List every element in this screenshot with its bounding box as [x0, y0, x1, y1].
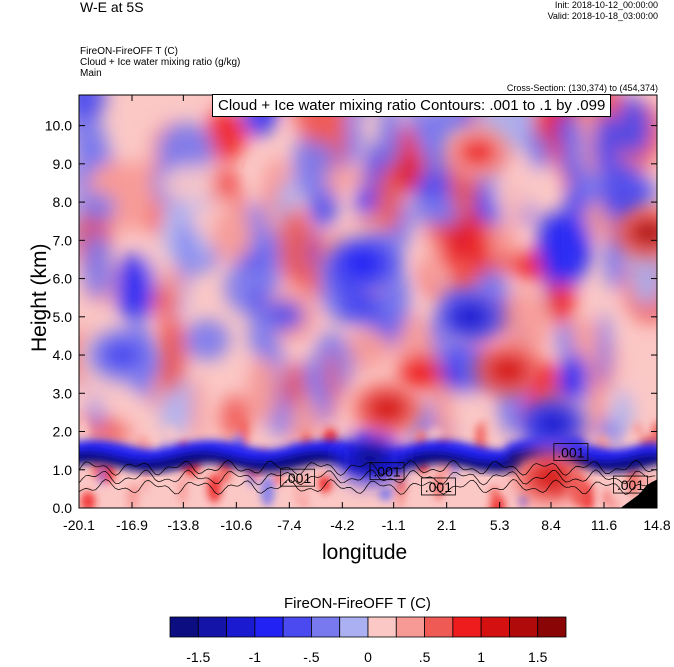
contour-label: .001 — [369, 462, 405, 481]
colorbar-tick-label: 1 — [477, 649, 485, 665]
x-tick-label: -10.6 — [220, 517, 252, 533]
colorbar-swatch — [480, 616, 510, 638]
colorbar-swatch — [452, 616, 482, 638]
y-tick-label: 0.0 — [53, 500, 73, 516]
variable-label-3: Main — [80, 68, 102, 79]
x-tick-label: 11.6 — [591, 517, 617, 533]
y-tick-label: 7.0 — [53, 232, 73, 248]
y-axis-label: Height (km) — [28, 243, 51, 352]
colorbar-swatch — [254, 616, 284, 638]
valid-time: Valid: 2018-10-18_03:00:00 — [547, 11, 658, 21]
contour-info-box: Cloud + Ice water mixing ratio Contours:… — [212, 94, 612, 117]
colorbar-swatch — [282, 616, 312, 638]
colorbar-tick-label: .5 — [419, 649, 431, 665]
variable-label-2: Cloud + Ice water mixing ratio (g/kg) — [80, 57, 241, 68]
colorbar-title: FireON-FireOFF T (C) — [284, 595, 431, 612]
svg-text:.001: .001 — [557, 445, 584, 461]
axes: -20.1 -16.9 -13.8 -10.6 -7.4 -4.2 -1.1 2.1 5.3 8.… — [45, 95, 671, 533]
x-tick-label: -20.1 — [63, 517, 95, 533]
x-tick-label: -4.2 — [330, 517, 354, 533]
colorbar-tick-label: -.5 — [303, 649, 320, 665]
x-tick-label: -1.1 — [382, 517, 406, 533]
colorbar-swatch — [537, 616, 567, 638]
colorbar-swatch — [169, 616, 199, 638]
colorbar-tick-label: -1.5 — [186, 649, 210, 665]
contour-lines — [79, 459, 656, 495]
colorbar-swatch — [424, 616, 454, 638]
x-tick-label: 8.4 — [541, 517, 561, 533]
y-tick-label: 6.0 — [53, 271, 73, 287]
variable-label-1: FireON-FireOFF T (C) — [80, 46, 178, 57]
init-time: Init: 2018-10-12_00:00:00 — [554, 0, 658, 10]
x-tick-label: 14.8 — [643, 517, 670, 533]
y-tick-label: 10.0 — [45, 118, 72, 134]
y-tick-label: 4.0 — [53, 347, 73, 363]
svg-text:.001: .001 — [284, 470, 311, 486]
colorbar-swatch — [339, 616, 369, 638]
x-tick-label: -13.8 — [167, 517, 199, 533]
contour-label: .001 — [553, 443, 589, 461]
x-tick-label: -7.4 — [277, 517, 301, 533]
y-tick-label: 3.0 — [53, 385, 73, 401]
y-tick-label: 1.0 — [53, 462, 73, 478]
x-tick-label: -16.9 — [116, 517, 148, 533]
y-tick-label: 8.0 — [53, 194, 73, 210]
colorbar-swatch — [197, 616, 227, 638]
colorbar-tick-label: -1 — [249, 649, 262, 665]
colorbar-swatch — [311, 616, 341, 638]
svg-text:.001: .001 — [425, 479, 452, 495]
x-axis-label: longitude — [322, 541, 408, 564]
svg-text:.001: .001 — [617, 477, 644, 493]
colorbar-tick-label: 0 — [364, 649, 372, 665]
colorbar: -1.5 -1 -.5 0 .5 1 1.5 — [169, 616, 567, 665]
y-tick-label: 5.0 — [53, 309, 73, 325]
contour-label: .001 — [420, 477, 456, 496]
colorbar-swatch — [226, 616, 256, 638]
contour-label: .001 — [613, 475, 648, 494]
cross-section-label: Cross-Section: (130,374) to (454,374) — [506, 83, 658, 93]
svg-text:.001: .001 — [373, 464, 400, 480]
colorbar-swatch — [395, 616, 425, 638]
x-tick-label: 5.3 — [490, 517, 510, 533]
plot-title: W-E at 5S — [80, 0, 144, 15]
contour-label: .001 — [280, 468, 316, 487]
y-tick-label: 9.0 — [53, 156, 73, 172]
plot-area: .001 .001 .001 .001 .001 — [79, 95, 657, 508]
colorbar-swatch — [367, 616, 397, 638]
y-tick-label: 2.0 — [53, 424, 73, 440]
x-tick-label: 2.1 — [437, 517, 457, 533]
colorbar-tick-label: 1.5 — [528, 649, 548, 665]
colorbar-swatch — [509, 616, 539, 638]
